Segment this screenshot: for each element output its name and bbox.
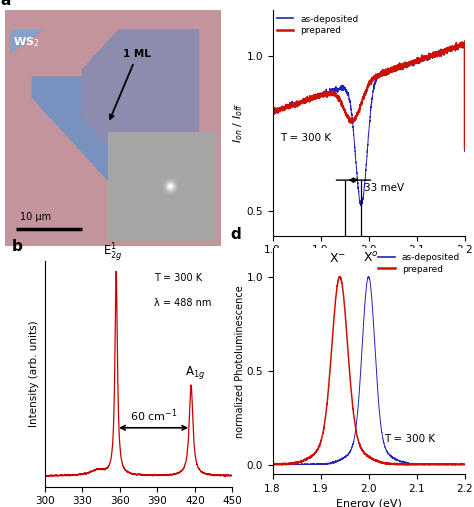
X-axis label: Energy (eV): Energy (eV) — [336, 261, 401, 271]
Text: b: b — [11, 239, 22, 255]
Y-axis label: normalized Photoluminescence: normalized Photoluminescence — [235, 285, 245, 438]
Text: T = 300 K: T = 300 K — [280, 133, 331, 143]
Legend: as-deposited, prepared: as-deposited, prepared — [378, 253, 460, 274]
Text: 1 ML: 1 ML — [110, 49, 151, 119]
Text: X$^{o}$: X$^{o}$ — [363, 251, 379, 265]
Y-axis label: Intensity (arb. units): Intensity (arb. units) — [29, 320, 39, 427]
Text: X$^{-}$: X$^{-}$ — [329, 252, 346, 265]
Text: 60 cm$^{-1}$: 60 cm$^{-1}$ — [130, 408, 177, 424]
Text: λ = 488 nm: λ = 488 nm — [154, 298, 211, 308]
Text: T = 300 K: T = 300 K — [154, 273, 202, 283]
Text: 10 µm: 10 µm — [20, 212, 51, 222]
X-axis label: Energy (eV): Energy (eV) — [336, 499, 401, 507]
Text: a: a — [0, 0, 11, 8]
Text: E$^{1}_{2g}$: E$^{1}_{2g}$ — [102, 241, 122, 263]
Text: T = 300 K: T = 300 K — [384, 434, 435, 445]
Text: A$_{1g}$: A$_{1g}$ — [185, 364, 205, 381]
Text: c: c — [230, 0, 239, 4]
Text: WS$_2$: WS$_2$ — [13, 35, 40, 49]
Legend: as-deposited, prepared: as-deposited, prepared — [277, 15, 359, 35]
Text: 33 meV: 33 meV — [364, 183, 404, 193]
Y-axis label: $I_{on}$ / $I_{off}$: $I_{on}$ / $I_{off}$ — [231, 102, 245, 143]
Text: d: d — [230, 227, 241, 242]
